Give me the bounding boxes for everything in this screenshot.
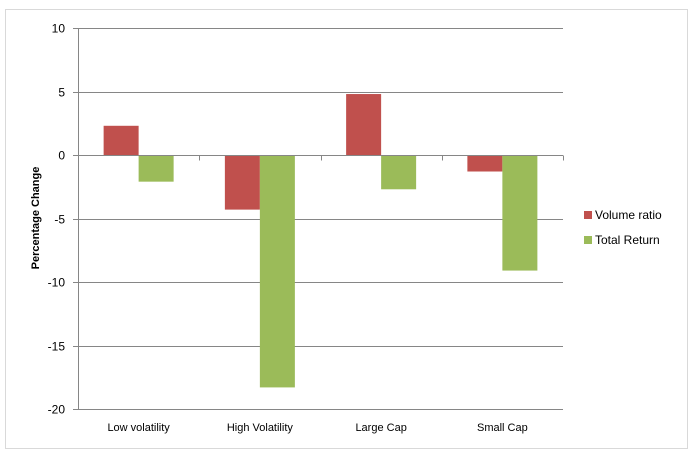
y-tick-label: -5 bbox=[54, 213, 65, 227]
bar-volume-ratio bbox=[467, 155, 503, 172]
y-tick-label: -20 bbox=[48, 403, 66, 417]
gridlines bbox=[78, 28, 563, 410]
bar-total-return bbox=[502, 155, 538, 271]
y-tick-label: 5 bbox=[58, 86, 65, 100]
bar-volume-ratio bbox=[346, 94, 382, 155]
chart-frame bbox=[5, 9, 688, 449]
labels: 10 5 0 -5 -10 -15 -20 Low volatility High Volati… bbox=[48, 22, 528, 435]
legend-swatch-total-return bbox=[584, 236, 592, 244]
legend-label-volume-ratio: Volume ratio bbox=[595, 208, 662, 222]
bar-volume-ratio bbox=[224, 155, 260, 210]
y-axis-title: Percentage Change bbox=[30, 167, 42, 270]
bars bbox=[103, 94, 538, 388]
y-tick-label: -10 bbox=[48, 276, 66, 290]
legend-label-total-return: Total Return bbox=[595, 233, 660, 247]
x-category-label: High Volatility bbox=[227, 422, 294, 434]
x-category-label: Low volatility bbox=[107, 422, 170, 434]
x-category-label: Small Cap bbox=[477, 422, 528, 434]
bar-total-return bbox=[138, 155, 174, 182]
axes bbox=[73, 28, 564, 410]
legend: Volume ratio Total Return bbox=[584, 208, 662, 247]
bar-total-return bbox=[259, 155, 295, 388]
y-tick-label: 10 bbox=[52, 22, 66, 36]
bar-total-return bbox=[381, 155, 417, 190]
x-category-label: Large Cap bbox=[355, 422, 406, 434]
y-tick-label: 0 bbox=[58, 149, 65, 163]
legend-swatch-volume-ratio bbox=[584, 211, 592, 219]
bar-volume-ratio bbox=[103, 125, 139, 155]
y-tick-label: -15 bbox=[48, 340, 66, 354]
